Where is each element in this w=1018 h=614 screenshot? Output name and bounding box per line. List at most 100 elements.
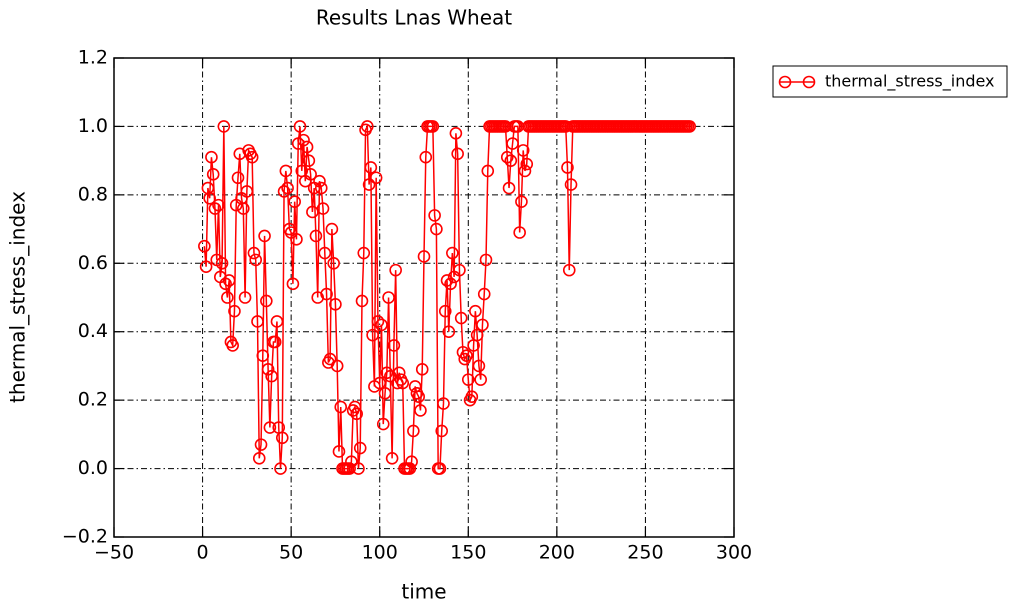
y-tick-label: 1.0 bbox=[78, 115, 108, 137]
data-point bbox=[387, 339, 401, 352]
data-point bbox=[304, 168, 317, 181]
data-point bbox=[451, 147, 464, 161]
data-point bbox=[380, 366, 394, 380]
data-point bbox=[245, 150, 259, 164]
data-point bbox=[479, 253, 493, 267]
data-point bbox=[562, 263, 576, 277]
data-point bbox=[564, 178, 578, 191]
data-point bbox=[430, 222, 443, 236]
data-point bbox=[352, 462, 365, 475]
x-axis-label: time bbox=[401, 580, 446, 604]
data-point bbox=[345, 455, 358, 469]
y-tick-label: 0.8 bbox=[78, 183, 108, 205]
data-point bbox=[355, 294, 369, 308]
data-point bbox=[366, 328, 379, 342]
data-point bbox=[461, 373, 475, 386]
data-point bbox=[417, 250, 431, 263]
y-tick-label: 0.0 bbox=[78, 457, 108, 479]
data-point bbox=[254, 438, 268, 451]
data-point bbox=[407, 424, 420, 438]
data-point bbox=[318, 246, 332, 260]
data-point bbox=[323, 352, 337, 366]
data-point bbox=[506, 137, 519, 150]
data-point bbox=[437, 397, 450, 410]
data-point bbox=[258, 229, 271, 243]
data-point bbox=[683, 120, 697, 133]
data-point bbox=[300, 140, 314, 154]
data-point bbox=[502, 181, 516, 195]
data-point bbox=[249, 253, 263, 267]
data-point bbox=[348, 400, 362, 414]
data-point bbox=[286, 277, 300, 291]
data-point bbox=[203, 191, 216, 205]
data-point bbox=[205, 150, 218, 164]
x-tick-label: 50 bbox=[279, 542, 303, 564]
legend-label: thermal_stress_index bbox=[825, 72, 995, 92]
data-point bbox=[428, 209, 441, 222]
data-point bbox=[504, 154, 518, 167]
data-point bbox=[515, 195, 528, 208]
data-point bbox=[481, 164, 495, 178]
data-point bbox=[268, 335, 282, 349]
data-point bbox=[369, 171, 383, 185]
x-tick-label: 300 bbox=[716, 542, 752, 564]
data-point bbox=[415, 363, 429, 376]
data-point bbox=[238, 291, 252, 304]
data-point bbox=[353, 441, 367, 455]
data-point bbox=[378, 386, 392, 400]
data-point bbox=[302, 154, 316, 167]
data-point bbox=[357, 246, 371, 260]
data-point bbox=[376, 417, 390, 431]
data-point bbox=[309, 229, 323, 243]
data-point bbox=[275, 431, 289, 445]
data-point bbox=[470, 328, 484, 342]
data-point bbox=[460, 349, 473, 362]
data-point bbox=[456, 345, 470, 359]
data-point bbox=[446, 246, 459, 260]
data-point bbox=[277, 185, 291, 198]
data-point bbox=[403, 462, 417, 475]
data-point bbox=[263, 421, 277, 434]
data-point bbox=[330, 359, 344, 373]
data-point bbox=[513, 226, 526, 239]
data-point bbox=[217, 120, 231, 133]
data-point bbox=[226, 339, 239, 352]
data-point bbox=[320, 287, 333, 301]
data-point bbox=[251, 315, 264, 328]
data-point bbox=[433, 462, 447, 475]
data-point bbox=[520, 157, 534, 171]
data-point bbox=[371, 315, 385, 328]
data-point bbox=[477, 287, 491, 301]
data-point bbox=[472, 359, 486, 373]
data-point bbox=[440, 274, 454, 287]
data-point bbox=[270, 315, 284, 328]
data-point bbox=[474, 373, 487, 386]
data-point bbox=[438, 304, 452, 318]
y-tick-label: 0.6 bbox=[78, 252, 108, 274]
data-point bbox=[316, 202, 330, 215]
chart-title: Results Lnas Wheat bbox=[316, 6, 512, 30]
data-point bbox=[453, 263, 466, 277]
x-tick-label: 150 bbox=[450, 542, 486, 564]
data-point bbox=[442, 325, 456, 339]
data-point bbox=[329, 298, 342, 311]
data-point bbox=[561, 161, 574, 174]
data-point bbox=[256, 349, 270, 362]
data-point bbox=[389, 263, 402, 277]
data-point bbox=[469, 304, 482, 318]
data-point bbox=[426, 120, 440, 133]
data-point bbox=[215, 256, 229, 270]
data-point bbox=[247, 246, 261, 260]
data-point bbox=[375, 318, 388, 332]
data-point bbox=[364, 161, 378, 174]
data-point bbox=[290, 233, 303, 246]
data-point bbox=[332, 445, 346, 458]
data-point bbox=[206, 168, 220, 181]
data-point bbox=[361, 120, 374, 133]
data-point bbox=[518, 164, 532, 178]
data-point bbox=[516, 144, 530, 157]
data-point bbox=[198, 239, 211, 253]
data-point bbox=[212, 198, 225, 212]
data-point bbox=[222, 274, 236, 287]
